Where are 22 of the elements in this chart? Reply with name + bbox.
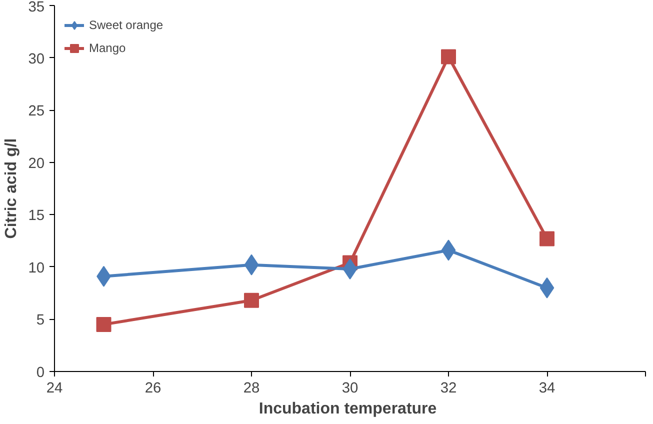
y-tick-label: 20 [28, 156, 45, 172]
y-axis-title: Citric acid g/l [3, 138, 20, 239]
x-tick-label: 28 [243, 380, 260, 396]
legend-label: Mango [89, 41, 126, 55]
y-tick-label: 15 [28, 208, 45, 224]
y-tick-label: 5 [36, 312, 45, 329]
y-tick-label: 30 [28, 51, 45, 68]
point [441, 49, 456, 64]
y-tick-label: 35 [28, 0, 45, 16]
y-tick-label: 25 [28, 104, 45, 120]
x-tick-label: 26 [144, 380, 162, 396]
point [96, 316, 112, 332]
x-tick-label: 24 [46, 380, 63, 396]
x-axis-title: Incubation temperature [258, 400, 437, 418]
x-tick-label: 34 [538, 380, 556, 396]
point [244, 292, 259, 308]
y-tick-label: 0 [36, 365, 45, 381]
legend-label: Sweet orange [89, 18, 164, 32]
x-tick-label: 30 [342, 380, 358, 396]
point [540, 231, 554, 246]
y-tick-label: 10 [28, 260, 45, 276]
x-tick-label: 32 [440, 380, 457, 396]
